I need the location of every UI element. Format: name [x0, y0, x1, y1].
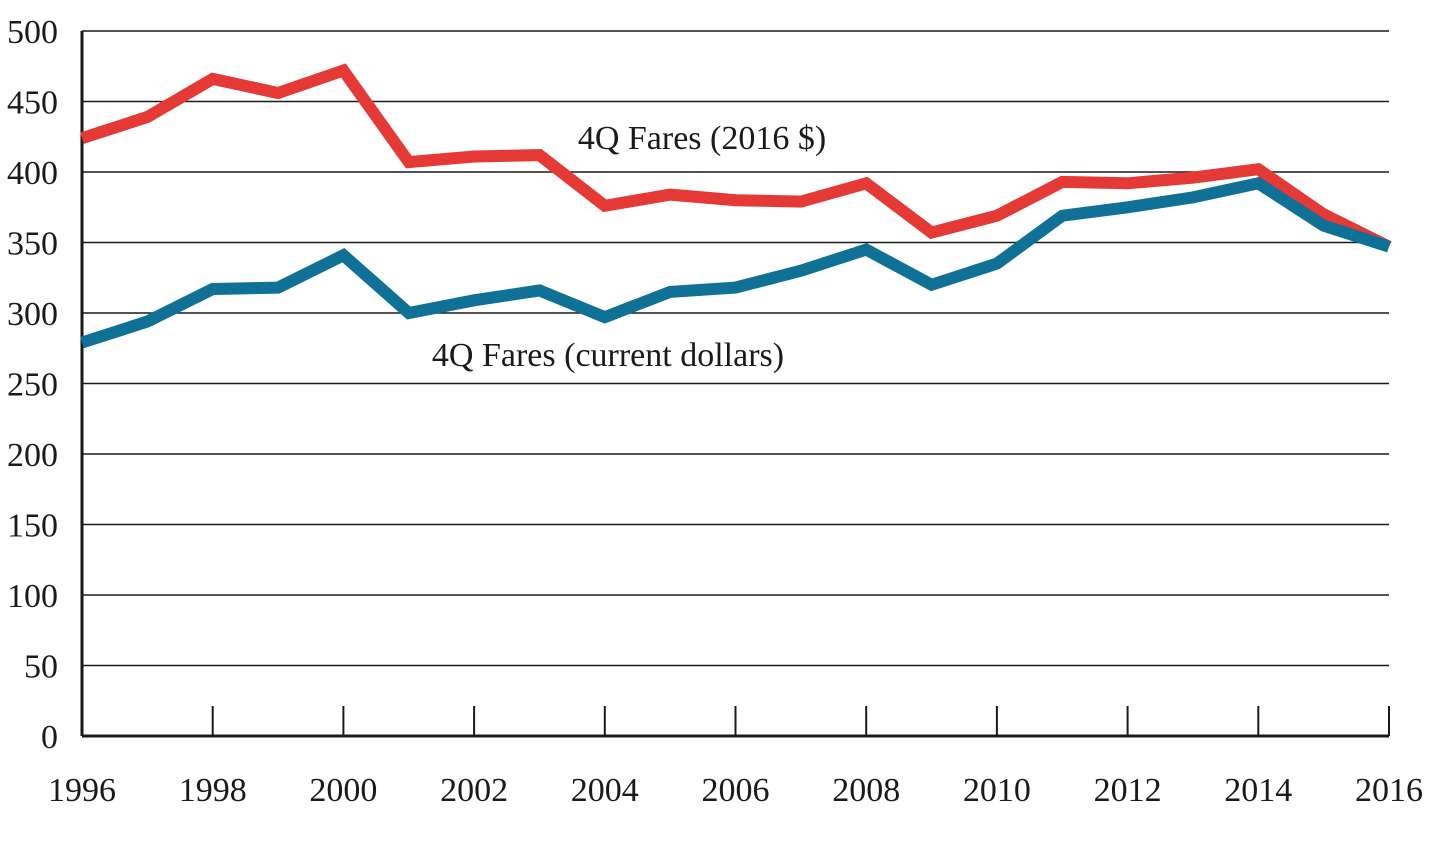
- series-lines: [80, 63, 1392, 349]
- x-tick-label-2012: 2012: [1094, 772, 1162, 809]
- axes: [80, 31, 1390, 738]
- x-tick-label-2016: 2016: [1355, 772, 1423, 809]
- y-tick-label-500: 500: [7, 14, 58, 51]
- series-line-2016-dollars: [80, 63, 1392, 253]
- x-tick-label-2006: 2006: [702, 772, 770, 809]
- x-tick-label-2008: 2008: [832, 772, 900, 809]
- series-line-current-dollars: [80, 176, 1391, 349]
- y-tick-label-0: 0: [41, 719, 58, 756]
- x-tick-label-2000: 2000: [309, 772, 377, 809]
- y-tick-label-350: 350: [7, 226, 58, 263]
- x-tick-label-1998: 1998: [179, 772, 247, 809]
- y-tick-label-400: 400: [7, 155, 58, 192]
- y-tick-label-150: 150: [7, 508, 58, 545]
- tick-labels: 0 50 100 150 200 250 300 350 400 450 500 1996 1998 20…: [7, 14, 1423, 809]
- y-tick-label-200: 200: [7, 437, 58, 474]
- series-label-2016-dollars: 4Q Fares (2016 $): [578, 120, 826, 157]
- x-tick-label-2004: 2004: [571, 772, 639, 809]
- x-tick-label-1996: 1996: [48, 772, 116, 809]
- series-label-current-dollars: 4Q Fares (current dollars): [432, 337, 784, 374]
- gridlines: [82, 30, 1389, 667]
- y-tick-label-100: 100: [7, 578, 58, 615]
- y-tick-label-50: 50: [24, 649, 58, 686]
- x-tick-label-2002: 2002: [440, 772, 508, 809]
- y-tick-label-250: 250: [7, 367, 58, 404]
- y-tick-label-300: 300: [7, 296, 58, 333]
- y-tick-label-450: 450: [7, 85, 58, 122]
- x-tick-label-2014: 2014: [1224, 772, 1292, 809]
- x-tick-label-2010: 2010: [963, 772, 1031, 809]
